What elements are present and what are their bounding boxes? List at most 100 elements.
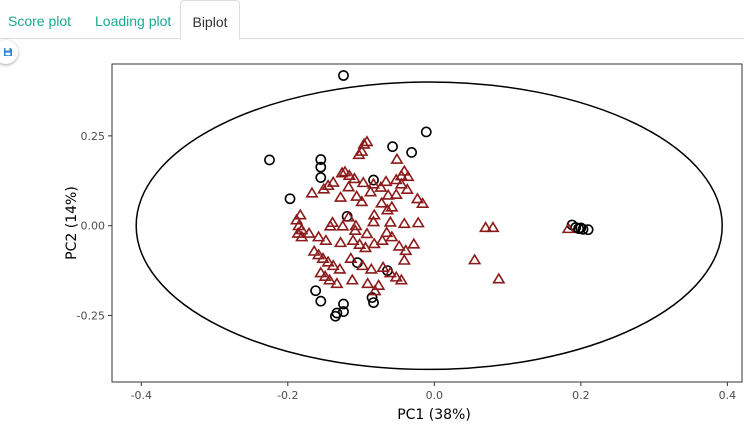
circle-point xyxy=(368,174,379,186)
circle-point xyxy=(310,285,322,297)
triangle-point xyxy=(302,226,316,238)
triangle-point xyxy=(319,234,333,246)
triangle-point xyxy=(356,176,370,188)
triangle-point xyxy=(333,262,347,274)
triangle-point xyxy=(311,230,326,242)
triangle-point xyxy=(376,261,390,272)
triangle-point xyxy=(492,272,506,284)
triangle-point xyxy=(316,252,330,263)
triangle-point xyxy=(381,188,395,200)
triangle-point xyxy=(305,186,319,198)
circle-point xyxy=(582,224,594,236)
confidence-ellipse xyxy=(135,81,723,371)
triangle-point xyxy=(346,234,360,246)
triangle-point xyxy=(341,180,356,192)
triangle-point xyxy=(322,273,337,285)
y-tick-label: 0.00 xyxy=(81,220,106,233)
circle-point xyxy=(338,306,349,317)
triangle-point xyxy=(392,239,406,251)
tab-bar: Score plot Loading plot Biplot xyxy=(0,0,744,40)
y-tick-label: 0.25 xyxy=(81,130,106,143)
triangle-point xyxy=(338,165,352,177)
triangle-point xyxy=(326,259,340,271)
x-tick-label: 0.2 xyxy=(572,389,590,402)
triangle-point xyxy=(383,266,397,278)
tab-loading-plot[interactable]: Loading plot xyxy=(95,13,172,29)
triangle-point xyxy=(374,180,388,192)
triangle-point xyxy=(318,270,332,281)
triangle-point xyxy=(358,241,373,253)
circle-point xyxy=(575,222,587,234)
triangle-point xyxy=(355,259,370,271)
x-tick-label: 0.4 xyxy=(719,389,737,402)
biplot-chart: -0.4 -0.2 0.0 0.2 0.4 -0.25 0.00 0.25 PC1 (38%)… xyxy=(64,63,743,423)
triangle-point xyxy=(380,203,395,215)
y-tick-label: -0.25 xyxy=(77,310,105,323)
triangle-point xyxy=(333,236,348,248)
triangle-point xyxy=(342,169,356,180)
triangle-point xyxy=(383,215,397,227)
circle-point xyxy=(366,292,378,303)
triangle-point xyxy=(366,215,381,227)
triangle-point xyxy=(389,188,403,200)
triangle-point xyxy=(350,189,364,201)
triangle-point xyxy=(344,252,358,263)
circle-point xyxy=(315,295,327,307)
triangle-point xyxy=(486,221,500,233)
triangle-point xyxy=(341,210,356,222)
triangle-point xyxy=(375,234,389,246)
triangle-point xyxy=(467,253,482,265)
tab-score-plot[interactable]: Score plot xyxy=(8,13,72,29)
triangle-point xyxy=(400,183,414,195)
triangle-point xyxy=(397,217,411,229)
triangle-point xyxy=(321,179,335,191)
triangle-point xyxy=(336,219,350,231)
triangle-point xyxy=(374,196,389,208)
circle-point xyxy=(315,161,327,173)
triangle-point xyxy=(385,230,399,242)
triangle-point xyxy=(394,177,408,189)
triangle-point xyxy=(372,278,386,290)
circle-point xyxy=(387,141,398,153)
triangle-point xyxy=(314,266,328,278)
triangle-point xyxy=(348,224,362,235)
triangle-point xyxy=(333,190,348,202)
triangle-point xyxy=(307,244,321,256)
circle-point xyxy=(338,70,349,81)
triangle-point xyxy=(321,255,335,267)
triangle-point xyxy=(394,273,408,285)
triangle-point xyxy=(330,277,344,289)
triangle-point xyxy=(360,227,374,239)
triangle-point xyxy=(326,175,340,187)
triangle-point xyxy=(410,192,425,204)
x-tick-label: 0.0 xyxy=(426,389,444,402)
circle-point xyxy=(264,154,275,166)
triangle-point xyxy=(415,197,430,209)
triangle-point xyxy=(323,219,337,231)
triangle-point xyxy=(363,185,378,197)
triangle-point xyxy=(357,137,371,149)
triangle-point xyxy=(411,216,425,228)
plot-marks xyxy=(135,70,723,371)
circle-point xyxy=(315,172,327,183)
circle-point xyxy=(330,310,341,322)
save-plot-button[interactable] xyxy=(0,40,18,64)
triangle-point xyxy=(397,253,411,265)
circle-point xyxy=(406,146,418,158)
triangle-point xyxy=(352,238,367,249)
circle-point xyxy=(315,154,327,165)
triangle-point xyxy=(317,182,331,194)
triangle-point xyxy=(352,148,366,160)
circle-point xyxy=(284,193,296,205)
triangle-point xyxy=(401,170,415,182)
y-axis-title: PC2 (14%) xyxy=(64,186,80,260)
triangle-point xyxy=(368,284,382,296)
triangle-point xyxy=(366,177,381,189)
tab-biplot[interactable]: Biplot xyxy=(180,0,240,40)
triangle-point xyxy=(390,152,404,164)
x-tick-label: -0.4 xyxy=(131,389,152,402)
plot-axes: -0.4 -0.2 0.0 0.2 0.4 -0.25 0.00 0.25 xyxy=(77,130,737,402)
triangle-point xyxy=(478,221,493,233)
circle-point xyxy=(577,223,589,235)
triangle-point xyxy=(311,248,326,260)
